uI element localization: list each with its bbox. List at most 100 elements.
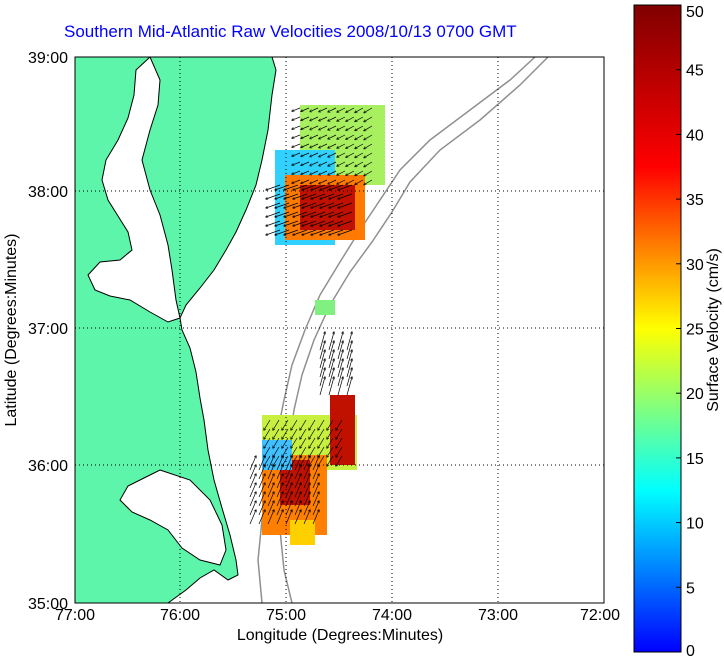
velocity-arrow <box>364 170 373 176</box>
velocity-arrow <box>355 134 364 139</box>
chart-title: Southern Mid-Atlantic Raw Velocities 200… <box>64 22 517 41</box>
x-tick: 72:00 <box>580 607 620 624</box>
velocity-arrow <box>292 125 301 129</box>
velocity-arrow <box>328 134 337 139</box>
velocity-arrow <box>294 483 301 498</box>
y-tick: 35:00 <box>28 596 68 613</box>
velocity-arrow <box>346 341 352 360</box>
colorbar-tick-label: 40 <box>686 127 704 144</box>
velocity-arrow <box>364 143 373 149</box>
velocity-arrow <box>364 116 373 122</box>
velocity-arrow <box>328 368 334 387</box>
velocity-arrow <box>364 107 373 113</box>
velocity-arrow <box>284 202 299 208</box>
velocity-arrow <box>302 220 317 226</box>
velocity-arrow <box>293 202 308 208</box>
y-tick: 37:00 <box>28 321 68 338</box>
velocity-arrow <box>285 474 292 489</box>
velocity-arrow <box>320 211 335 217</box>
velocity-arrow <box>319 368 325 387</box>
velocity-arrow <box>327 455 334 466</box>
velocity-arrow <box>276 483 283 498</box>
y-tick-labels: 35:00 36:00 37:00 38:00 39:00 <box>28 50 68 613</box>
velocity-arrow <box>320 220 335 226</box>
velocity-arrow <box>303 483 310 498</box>
velocity-arrow <box>258 456 265 471</box>
velocity-arrow <box>309 437 316 448</box>
velocity-vectors <box>249 107 373 525</box>
velocity-arrow <box>266 202 281 208</box>
velocity-arrow <box>355 152 364 157</box>
velocity-arrow <box>292 170 301 174</box>
velocity-arrow <box>310 107 319 112</box>
velocity-arrow <box>346 332 352 351</box>
x-tick: 77:00 <box>55 607 95 624</box>
velocity-arrow <box>336 428 343 439</box>
velocity-arrow <box>267 474 274 489</box>
velocity-arrow <box>346 161 355 166</box>
velocity-arrow <box>310 152 319 157</box>
velocity-arrow <box>337 125 346 130</box>
velocity-arrow <box>338 202 353 208</box>
velocity-arrow <box>275 193 290 199</box>
velocity-arrow <box>309 428 316 439</box>
velocity-arrow <box>319 377 325 396</box>
velocity-arrow <box>310 179 319 184</box>
velocity-arrow <box>364 125 373 131</box>
velocity-arrow <box>346 170 355 175</box>
velocity-arrow <box>310 161 319 166</box>
velocity-arrow <box>300 419 307 430</box>
velocity-arrow <box>276 456 283 471</box>
velocity-arrow <box>292 161 301 165</box>
velocity-arrow <box>258 465 265 480</box>
velocity-arrow <box>312 492 319 507</box>
velocity-arrow <box>355 143 364 148</box>
velocity-arrow <box>338 229 353 235</box>
velocity-arrow <box>311 229 326 235</box>
velocity-arrow <box>249 501 256 516</box>
velocity-arrow <box>328 377 334 396</box>
velocity-arrow <box>328 161 337 166</box>
velocity-arrow <box>337 350 343 369</box>
velocity-arrow <box>338 193 353 199</box>
velocity-arrow <box>258 492 265 507</box>
velocity-arrow <box>337 359 343 378</box>
velocity-arrow <box>264 428 271 439</box>
velocity-arrow <box>285 465 292 480</box>
velocity-arrow <box>310 134 319 139</box>
y-tick: 36:00 <box>28 458 68 475</box>
x-axis-label: Longitude (Degrees:Minutes) <box>237 627 443 644</box>
velocity-arrow <box>328 152 337 157</box>
velocity-arrow <box>285 501 292 516</box>
velocity-arrow <box>249 492 256 507</box>
velocity-arrow <box>328 332 334 351</box>
velocity-arrow <box>249 456 256 471</box>
colorbar-label: Surface Velocity (cm/s) <box>705 248 722 412</box>
velocity-arrow <box>336 437 343 448</box>
velocity-arrow <box>336 419 343 430</box>
velocity-arrow <box>301 125 310 129</box>
velocity-arrow <box>266 184 281 190</box>
velocity-arrow <box>291 428 298 439</box>
colorbar-tick-label: 15 <box>686 451 704 468</box>
velocity-arrow <box>364 134 373 140</box>
velocity-arrow <box>302 184 317 190</box>
velocity-arrow <box>311 193 326 199</box>
velocity-arrow <box>266 220 281 226</box>
velocity-arrow <box>302 229 317 235</box>
chesapeake-bay <box>87 57 181 323</box>
velocity-arrow <box>312 465 319 480</box>
velocity-arrow <box>328 350 334 369</box>
velocity-arrow <box>319 134 328 139</box>
velocity-arrow <box>294 501 301 516</box>
velocity-arrow <box>258 483 265 498</box>
velocity-arrow <box>282 419 289 430</box>
velocity-arrow <box>338 211 353 217</box>
velocity-arrow <box>293 229 308 235</box>
velocity-arrow <box>337 143 346 148</box>
velocity-arrow <box>319 125 328 130</box>
velocity-arrow <box>266 229 281 235</box>
velocity-arrow <box>285 483 292 498</box>
velocity-arrow <box>337 107 346 112</box>
velocity-arrow <box>264 419 271 430</box>
